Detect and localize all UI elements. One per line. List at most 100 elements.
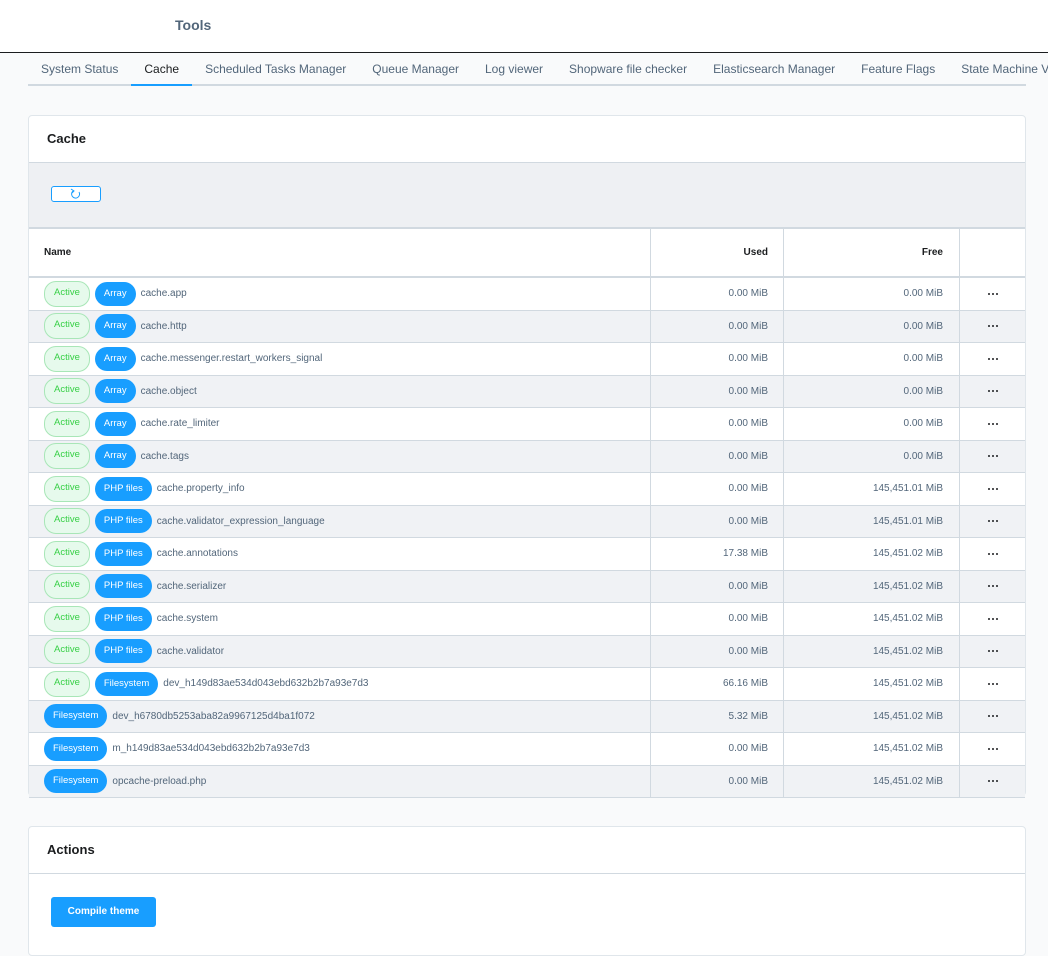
more-icon — [987, 552, 998, 555]
cache-name: dev_h149d83ae534d043ebd632b2b7a93e7d3 — [163, 678, 369, 690]
row-actions[interactable] — [960, 473, 1025, 505]
tab[interactable]: Cache — [131, 56, 193, 86]
free-cell: 145,451.02 MiB — [784, 570, 960, 602]
free-cell: 0.00 MiB — [784, 278, 960, 310]
status-badge: Active — [44, 605, 90, 632]
name-cell: Active PHP files cache.serializer — [29, 570, 651, 602]
name-cell: Filesystem dev_h6780db5253aba82a9967125d4… — [29, 700, 651, 732]
cache-name: cache.messenger.restart_workers_signal — [140, 353, 323, 365]
status-badge: Active — [44, 378, 90, 405]
adapter-badge: Filesystem — [44, 736, 108, 761]
name-cell: Active PHP files cache.validator_expressio… — [29, 505, 651, 537]
top-bar: Tools — [0, 0, 1048, 53]
tab[interactable]: Elasticsearch Manager — [713, 62, 836, 76]
free-cell: 145,451.02 MiB — [784, 603, 960, 635]
more-icon — [987, 715, 998, 718]
refresh-button[interactable] — [51, 186, 101, 202]
adapter-badge: Array — [94, 379, 136, 404]
free-cell: 145,451.02 MiB — [784, 765, 960, 797]
table-row: Active Array cache.object 0.00 MiB 0.00 MiB — [29, 375, 1025, 408]
free-cell: 145,451.01 MiB — [784, 473, 960, 505]
status-badge: Active — [44, 280, 90, 307]
tab[interactable]: Shopware file checker — [569, 62, 688, 76]
tab[interactable]: Log viewer — [485, 62, 544, 76]
used-cell: 0.00 MiB — [651, 505, 784, 537]
tab[interactable]: Feature Flags — [861, 62, 936, 76]
adapter-badge: PHP files — [94, 476, 152, 501]
adapter-badge: PHP files — [94, 509, 152, 534]
table-row: Active Array cache.app 0.00 MiB 0.00 MiB — [29, 278, 1025, 311]
row-actions[interactable] — [960, 311, 1025, 343]
adapter-badge: Filesystem — [44, 769, 108, 794]
used-cell: 0.00 MiB — [651, 343, 784, 375]
used-cell: 66.16 MiB — [651, 668, 784, 700]
card-title: Cache — [29, 116, 1025, 163]
table-row: Active Array cache.rate_limiter 0.00 MiB 0.0… — [29, 408, 1025, 441]
row-actions[interactable] — [960, 766, 1025, 798]
name-cell: Active PHP files cache.property_info — [29, 473, 651, 505]
name-cell: Filesystem m_h149d83ae534d043ebd632b2b7a9… — [29, 733, 651, 765]
cache-name: cache.validator — [156, 645, 225, 657]
adapter-badge: Array — [94, 346, 136, 371]
free-cell: 0.00 MiB — [784, 375, 960, 407]
tab[interactable]: System Status — [41, 62, 119, 76]
table-row: Active PHP files cache.property_info 0.00 M… — [29, 473, 1025, 506]
used-cell: 5.32 MiB — [651, 700, 784, 732]
status-badge: Active — [44, 313, 90, 340]
row-actions[interactable] — [960, 733, 1025, 765]
column-header: Name — [29, 229, 651, 276]
toolbar — [29, 163, 1025, 229]
row-actions[interactable] — [960, 538, 1025, 570]
cache-name: opcache-preload.php — [112, 775, 207, 787]
tab[interactable]: Queue Manager — [372, 62, 459, 76]
adapter-badge: Array — [94, 444, 136, 469]
used-cell: 0.00 MiB — [651, 765, 784, 797]
adapter-badge: PHP files — [94, 541, 152, 566]
row-actions[interactable] — [960, 376, 1025, 408]
row-actions[interactable] — [960, 441, 1025, 473]
used-cell: 0.00 MiB — [651, 733, 784, 765]
used-cell: 0.00 MiB — [651, 570, 784, 602]
compile-theme-button[interactable]: Compile theme — [51, 897, 156, 927]
row-actions[interactable] — [960, 701, 1025, 733]
cache-name: cache.validator_expression_language — [156, 515, 325, 527]
cache-name: cache.http — [140, 320, 187, 332]
cache-name: dev_h6780db5253aba82a9967125d4ba1f072 — [112, 710, 315, 722]
adapter-badge: Array — [94, 281, 136, 306]
cache-name: m_h149d83ae534d043ebd632b2b7a93e7d3 — [112, 743, 310, 755]
tab[interactable]: State Machine Viewer — [961, 62, 1048, 76]
row-actions[interactable] — [960, 603, 1025, 635]
used-cell: 17.38 MiB — [651, 538, 784, 570]
row-actions[interactable] — [960, 571, 1025, 603]
status-badge: Active — [44, 410, 90, 437]
used-cell: 0.00 MiB — [651, 278, 784, 310]
table-row: Active Filesystem dev_h149d83ae534d043ebd6… — [29, 668, 1025, 701]
row-actions[interactable] — [960, 408, 1025, 440]
tab[interactable]: Scheduled Tasks Manager — [205, 62, 347, 76]
table-header: Name Used Free — [29, 229, 1025, 278]
status-badge: Active — [44, 508, 90, 535]
free-cell: 145,451.02 MiB — [784, 700, 960, 732]
row-actions[interactable] — [960, 506, 1025, 538]
row-actions[interactable] — [960, 668, 1025, 700]
adapter-badge: PHP files — [94, 606, 152, 631]
column-header: Free — [784, 229, 960, 276]
refresh-icon — [70, 188, 81, 199]
name-cell: Active Array cache.http — [29, 310, 651, 342]
more-icon — [987, 747, 998, 750]
row-actions[interactable] — [960, 636, 1025, 668]
free-cell: 0.00 MiB — [784, 440, 960, 472]
row-actions[interactable] — [960, 278, 1025, 310]
status-badge: Active — [44, 638, 90, 665]
free-cell: 145,451.02 MiB — [784, 635, 960, 667]
more-icon — [987, 487, 998, 490]
status-badge: Active — [44, 573, 90, 600]
row-actions[interactable] — [960, 343, 1025, 375]
used-cell: 0.00 MiB — [651, 635, 784, 667]
more-icon — [987, 682, 998, 685]
page-title: Tools — [175, 17, 212, 33]
table-row: Active Array cache.messenger.restart_worke… — [29, 343, 1025, 376]
name-cell: Active Array cache.app — [29, 278, 651, 310]
adapter-badge: Array — [94, 314, 136, 339]
more-icon — [987, 455, 998, 458]
